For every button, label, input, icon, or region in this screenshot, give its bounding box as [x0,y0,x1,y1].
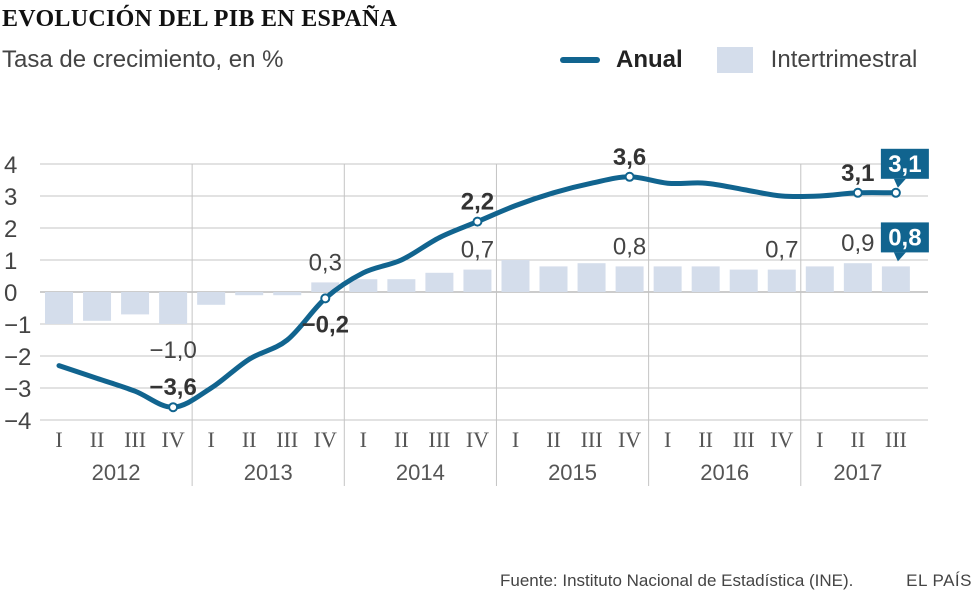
highlight-value-label: 0,8 [888,224,921,251]
source-note: Fuente: Instituto Nacional de Estadístic… [500,571,854,590]
quarter-label: I [207,427,214,452]
quarterly-value-label: 0,8 [613,233,646,260]
legend: Anual Intertrimestral [560,44,917,76]
highlight-pointer [893,178,906,188]
y-tick-label: 2 [4,216,17,243]
annual-point-marker [624,171,635,182]
quarterly-bar [349,279,378,292]
footer: Fuente: Instituto Nacional de Estadístic… [500,571,972,591]
quarter-label: IV [466,427,489,452]
quarter-label: IV [618,427,641,452]
quarterly-value-label: −1,0 [149,337,196,364]
chart-subtitle: Tasa de crecimiento, en % [2,46,284,73]
quarter-label: III [733,427,755,452]
quarter-label: II [90,427,105,452]
quarter-label: II [546,427,561,452]
quarterly-bar [577,263,606,292]
quarter-label: IV [162,427,185,452]
quarterly-bar [159,292,188,324]
y-tick-label: −3 [4,376,31,403]
quarterly-bar [197,292,226,305]
legend-annual-label: Anual [616,46,683,73]
quarterly-bar [311,282,340,292]
quarter-label: II [394,427,409,452]
year-label: 2015 [548,460,597,485]
quarter-label: I [664,427,671,452]
quarter-label: I [360,427,367,452]
annual-point-marker [168,402,179,413]
y-tick-label: −4 [4,408,31,435]
annual-value-label: 2,2 [461,189,494,216]
year-label: 2016 [700,460,749,485]
highlight-box [880,148,929,179]
highlight-box [880,222,929,253]
y-tick-label: −2 [4,344,31,371]
quarterly-bar [83,292,112,321]
quarterly-bar [691,266,720,292]
quarterly-value-label: 0,9 [841,230,874,257]
quarter-label: III [124,427,146,452]
quarterly-bar [881,266,910,292]
legend-quarterly-swatch [716,47,753,73]
quarter-label: III [885,427,907,452]
quarterly-bar [615,266,644,292]
quarter-label: II [242,427,257,452]
y-tick-label: 0 [4,280,17,307]
chart-title: EVOLUCIÓN DEL PIB EN ESPAÑA [2,6,398,32]
annual-value-label: −3,6 [149,374,196,401]
highlight-value-label: 3,1 [888,151,921,178]
quarterly-bar [273,292,302,296]
annual-point-marker [472,216,483,227]
quarter-label: III [581,427,603,452]
quarter-label: III [276,427,298,452]
quarter-label: II [851,427,866,452]
quarterly-bar [235,292,264,296]
annual-value-label: −0,2 [302,311,349,338]
quarter-label: II [698,427,713,452]
legend-quarterly-label: Intertrimestral [770,46,918,73]
quarterly-bar [843,263,872,292]
quarterly-bar [501,260,530,292]
y-tick-label: 1 [4,248,17,275]
annual-value-label: 3,1 [841,160,874,187]
y-tick-label: −1 [4,312,31,339]
year-label: 2012 [92,460,141,485]
quarterly-bar [767,269,796,292]
quarter-label: I [512,427,519,452]
quarterly-bar [539,266,568,292]
brand-name: EL PAÍS [906,571,972,590]
quarterly-value-label: 0,3 [309,249,342,276]
quarterly-bar [45,292,73,324]
quarterly-bar [425,272,454,292]
quarterly-value-label: 0,7 [461,237,494,264]
highlight-pointer [893,252,906,262]
annual-point-marker [890,187,901,198]
quarter-label: IV [770,427,793,452]
year-label: 2014 [396,460,445,485]
annual-point-marker [320,293,331,304]
quarterly-bar [653,266,682,292]
annual-value-label: 3,6 [613,144,646,171]
quarterly-bar [121,292,150,315]
quarterly-bar [387,279,416,292]
legend-annual-swatch [560,57,600,63]
quarter-label: IV [314,427,337,452]
y-tick-label: 4 [4,152,17,179]
year-label: 2013 [244,460,293,485]
quarterly-bar [729,269,758,292]
quarterly-value-label: 0,7 [765,237,798,264]
quarter-label: I [816,427,823,452]
annual-point-marker [852,187,863,198]
quarter-label: I [55,427,62,452]
quarterly-bar [805,266,834,292]
quarter-label: III [428,427,450,452]
year-label: 2017 [833,460,882,485]
y-tick-label: 3 [4,184,17,211]
quarterly-bar [463,269,492,292]
